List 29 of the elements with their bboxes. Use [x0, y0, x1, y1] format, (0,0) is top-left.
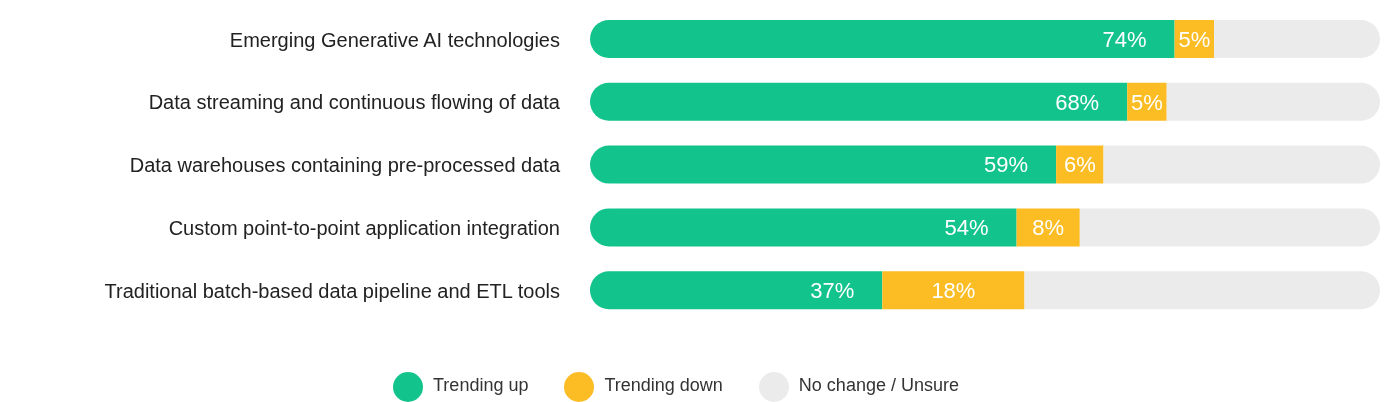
y-tick-label: Data streaming and continuous flowing of data	[148, 91, 561, 114]
data-label: 37%	[810, 278, 855, 304]
data-label: 68%	[1055, 89, 1100, 115]
bar	[1166, 82, 1380, 121]
bar	[590, 82, 1128, 121]
legend-label: No change / Unsure	[798, 375, 959, 396]
bar	[882, 271, 1025, 310]
bar	[1024, 271, 1380, 310]
legend-label: Trending up	[433, 375, 529, 396]
data-label: 6%	[1063, 152, 1096, 178]
data-label: 54%	[944, 215, 989, 241]
data-label: 5%	[1131, 89, 1163, 115]
data-label: 5%	[1178, 26, 1211, 52]
bar	[590, 20, 1175, 58]
bar	[590, 271, 883, 310]
y-tick-label: Emerging Generative AI technologies	[229, 28, 560, 51]
data-label: 59%	[984, 152, 1029, 178]
data-label: 8%	[1032, 215, 1065, 241]
y-tick-label: Data warehouses containing pre-processed data	[129, 154, 561, 177]
data-label: 18%	[931, 278, 976, 304]
bar	[590, 208, 1017, 247]
y-tick-label: Custom point-to-point application integration	[168, 216, 560, 239]
bar	[1103, 145, 1380, 184]
bar	[1214, 20, 1380, 58]
y-tick-label: Traditional batch-based data pipeline and ETL tools	[104, 279, 560, 302]
legend-label: Trending down	[604, 375, 723, 396]
bar	[590, 145, 1057, 184]
data-label: 74%	[1102, 26, 1147, 52]
bar	[1079, 208, 1380, 247]
